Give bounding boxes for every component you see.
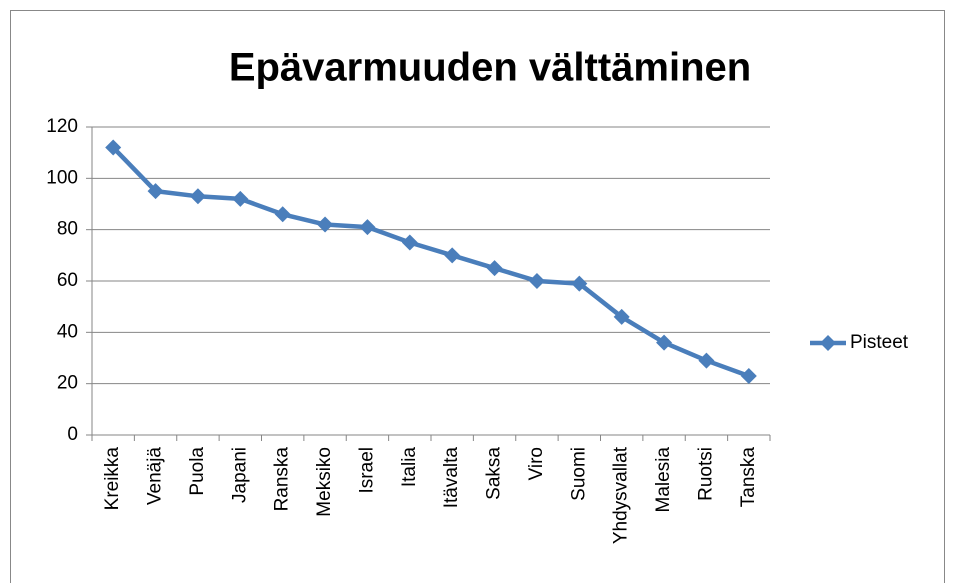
x-tick-label: Viro <box>526 447 547 480</box>
marker <box>571 275 588 292</box>
marker <box>189 188 206 205</box>
x-tick-label: Ruotsi <box>695 447 716 501</box>
x-tick-label: Israel <box>356 447 377 493</box>
chart-border <box>10 10 945 583</box>
marker <box>274 206 291 223</box>
marker <box>740 367 757 384</box>
x-tick-label: Puola <box>187 447 208 496</box>
x-tick-label: Japani <box>229 447 250 503</box>
marker <box>698 352 715 369</box>
marker <box>147 183 164 200</box>
x-tick-label: Kreikka <box>102 447 123 511</box>
marker <box>401 234 418 251</box>
x-tick-label: Suomi <box>568 447 589 501</box>
x-tick-label: Venäjä <box>145 447 166 506</box>
legend-marker <box>820 335 836 351</box>
y-tick-label: 100 <box>46 167 78 188</box>
legend-label: Pisteet <box>850 332 909 353</box>
marker <box>486 260 503 277</box>
x-tick-label: Saksa <box>484 447 505 500</box>
marker <box>317 216 334 233</box>
y-tick-label: 20 <box>57 373 78 394</box>
x-tick-label: Yhdysvallat <box>611 446 632 544</box>
y-tick-label: 0 <box>67 424 78 445</box>
marker <box>444 247 461 264</box>
y-tick-label: 40 <box>57 321 78 342</box>
x-tick-label: Itävalta <box>441 447 462 509</box>
x-tick-label: Meksiko <box>314 447 335 517</box>
line <box>111 145 750 379</box>
x-tick-label: Italia <box>399 447 420 488</box>
marker <box>105 139 122 156</box>
y-tick-label: 60 <box>57 270 78 291</box>
y-tick-label: 80 <box>57 219 78 240</box>
marker <box>656 334 673 351</box>
marker <box>359 219 376 236</box>
x-tick-label: Ranska <box>272 447 293 512</box>
chart-title: Epävarmuuden välttäminen <box>229 46 751 90</box>
marker <box>613 308 630 325</box>
marker <box>528 273 545 289</box>
y-tick-label: 120 <box>46 116 78 137</box>
x-tick-label: Tanska <box>738 447 759 508</box>
marker <box>232 190 249 207</box>
x-tick-label: Malesia <box>653 447 674 513</box>
